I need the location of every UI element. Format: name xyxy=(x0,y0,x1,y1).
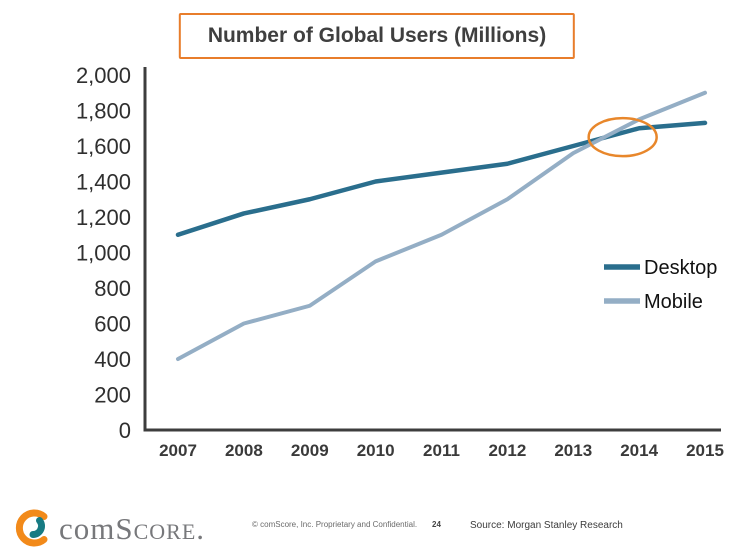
y-tick-label: 1,000 xyxy=(76,241,131,266)
y-tick-label: 600 xyxy=(94,312,131,337)
y-tick-label: 1,800 xyxy=(76,99,131,124)
x-tick-label: 2007 xyxy=(159,441,197,460)
x-tick-label: 2011 xyxy=(423,441,460,460)
copyright-text: © comScore, Inc. Proprietary and Confide… xyxy=(252,520,418,529)
series-line-desktop xyxy=(175,120,708,237)
y-tick-label: 1,400 xyxy=(76,170,131,195)
y-tick-label: 0 xyxy=(119,418,131,443)
x-tick-label: 2008 xyxy=(225,441,263,460)
page-number: 24 xyxy=(432,520,441,529)
y-tick-label: 1,600 xyxy=(76,134,131,159)
footer: comScore. © comScore, Inc. Proprietary a… xyxy=(0,490,754,554)
x-tick-label: 2014 xyxy=(620,441,658,460)
x-tick-label: 2012 xyxy=(488,441,526,460)
logo-text-suffix: Score. xyxy=(115,510,206,546)
y-tick-label: 2,000 xyxy=(76,63,131,88)
x-tick-label: 2009 xyxy=(291,441,329,460)
series-line-mobile xyxy=(176,90,707,361)
comscore-logo-text: comScore. xyxy=(59,513,205,544)
y-tick-label: 400 xyxy=(94,347,131,372)
source-text: Source: Morgan Stanley Research xyxy=(470,520,623,531)
x-tick-label: 2015 xyxy=(686,441,724,460)
y-tick-label: 200 xyxy=(94,383,131,408)
legend-label-desktop: Desktop xyxy=(644,257,717,279)
x-tick-label: 2010 xyxy=(357,441,395,460)
y-tick-label: 800 xyxy=(94,276,131,301)
crossover-highlight-ellipse xyxy=(587,116,658,158)
y-tick-label: 1,200 xyxy=(76,205,131,230)
logo-text-prefix: com xyxy=(59,510,116,546)
chart-canvas: 0 200 400 600 800 1,000 1,200 1,400 1,600 1,800 2,… xyxy=(76,63,724,460)
comscore-logo: comScore. xyxy=(12,508,205,548)
x-tick-label: 2013 xyxy=(554,441,592,460)
legend-label-mobile: Mobile xyxy=(644,291,703,313)
comscore-logo-icon xyxy=(15,509,48,547)
chart-title: Number of Global Users (Millions) xyxy=(178,13,576,59)
